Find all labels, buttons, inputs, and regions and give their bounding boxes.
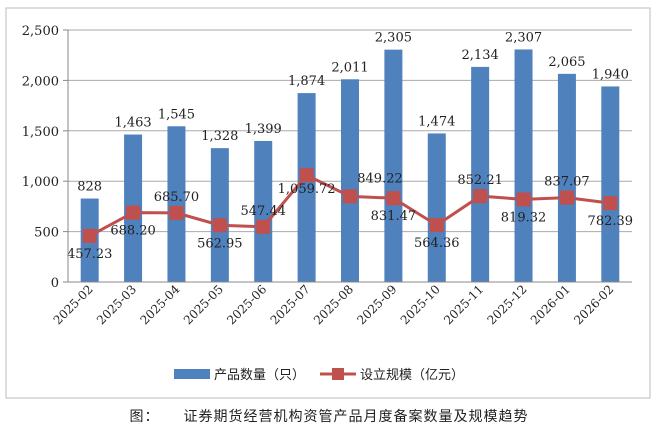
- bar: [601, 86, 620, 282]
- bar-value-label: 2,307: [505, 30, 542, 45]
- bar-value-label: 1,328: [201, 129, 238, 144]
- line-value-label: 1,059.72: [278, 182, 336, 197]
- bar-value-label: 828: [77, 180, 102, 195]
- bar: [471, 66, 490, 283]
- legend-bar-swatch: [174, 369, 210, 379]
- caption-title: 证券期货经营机构资管产品月度备案数量及规模趋势: [183, 409, 529, 425]
- line-marker: [559, 190, 574, 205]
- bar-value-label: 2,134: [462, 48, 499, 63]
- y-tick-label: 2,500: [22, 24, 59, 39]
- bar: [341, 79, 359, 282]
- y-tick-label: 0: [51, 276, 59, 291]
- line-value-label: 837.07: [544, 175, 590, 190]
- line-marker: [343, 189, 357, 204]
- line-marker: [212, 218, 227, 233]
- line-value-label: 819.32: [501, 210, 547, 225]
- bar: [210, 148, 229, 282]
- line-marker: [386, 191, 401, 206]
- legend-line-marker: [332, 368, 344, 380]
- bar: [167, 126, 186, 282]
- line-marker: [473, 189, 488, 204]
- caption-prefix: 图：: [129, 409, 160, 425]
- y-tick-label: 1,000: [22, 175, 59, 190]
- y-tick-label: 2,000: [22, 74, 59, 89]
- bar: [514, 49, 533, 282]
- line-value-label: 852.21: [457, 173, 503, 188]
- line-value-label: 831.47: [371, 209, 417, 224]
- legend-line-label: 设立规模（亿元）: [360, 368, 464, 383]
- line-marker: [603, 196, 618, 211]
- figure-caption: 图： 证券期货经营机构资管产品月度备案数量及规模趋势: [0, 406, 658, 426]
- line-value-label: 782.39: [588, 214, 634, 229]
- line-value-label: 685.70: [154, 190, 200, 205]
- bar-value-label: 1,399: [245, 122, 282, 137]
- bar-value-label: 2,305: [375, 31, 412, 46]
- line-value-label: 562.95: [197, 236, 243, 251]
- y-tick-label: 500: [34, 226, 59, 241]
- line-marker: [299, 168, 314, 183]
- line-value-label: 849.22: [357, 171, 403, 186]
- line-value-label: 688.20: [110, 224, 156, 239]
- bar-value-label: 1,874: [288, 74, 325, 89]
- line-marker: [256, 219, 271, 234]
- line-value-label: 457.23: [67, 247, 113, 262]
- legend-bar-label: 产品数量（只）: [214, 368, 305, 383]
- bar: [557, 73, 576, 283]
- bar: [384, 49, 403, 282]
- line-marker: [429, 218, 444, 233]
- line-marker: [82, 228, 97, 243]
- bar-value-label: 2,065: [548, 55, 585, 70]
- bar: [427, 133, 446, 282]
- bar-value-label: 1,940: [592, 67, 629, 82]
- line-marker: [169, 205, 184, 220]
- bar-value-label: 1,463: [114, 116, 151, 131]
- line-value-label: 547.44: [240, 204, 286, 219]
- chart-frame: [5, 7, 651, 399]
- bar: [297, 93, 316, 282]
- line-value-label: 564.36: [414, 236, 460, 251]
- bar: [254, 140, 273, 282]
- line-marker: [516, 192, 531, 207]
- y-tick-label: 1,500: [22, 125, 59, 140]
- bar-value-label: 2,011: [331, 60, 368, 75]
- bar-value-label: 1,545: [158, 107, 195, 122]
- bar-value-label: 1,474: [418, 114, 455, 129]
- line-marker: [126, 205, 141, 220]
